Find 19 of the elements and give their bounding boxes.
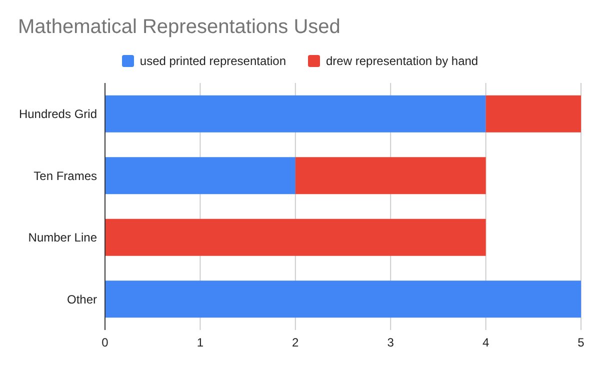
bar [105,218,486,256]
x-tick-label: 1 [196,336,204,350]
x-tick-label: 4 [482,336,490,350]
legend-label: drew representation by hand [326,54,478,68]
x-tick-label: 3 [387,336,394,350]
bar [105,95,486,132]
bar [105,157,296,194]
x-tick-label: 5 [578,336,585,350]
y-tick-label: Number Line [28,230,98,245]
bar [486,95,581,132]
x-tick-label: 2 [292,336,300,350]
bar [105,280,581,318]
x-tick-label: 0 [102,336,109,350]
legend-label: used printed representation [140,54,286,68]
y-tick-label: Hundreds Grid [18,107,97,122]
chart-title: Mathematical Representations Used [18,16,340,39]
bar [295,157,486,194]
y-tick-label: Ten Frames [34,168,97,183]
y-tick-label: Other [66,292,97,306]
